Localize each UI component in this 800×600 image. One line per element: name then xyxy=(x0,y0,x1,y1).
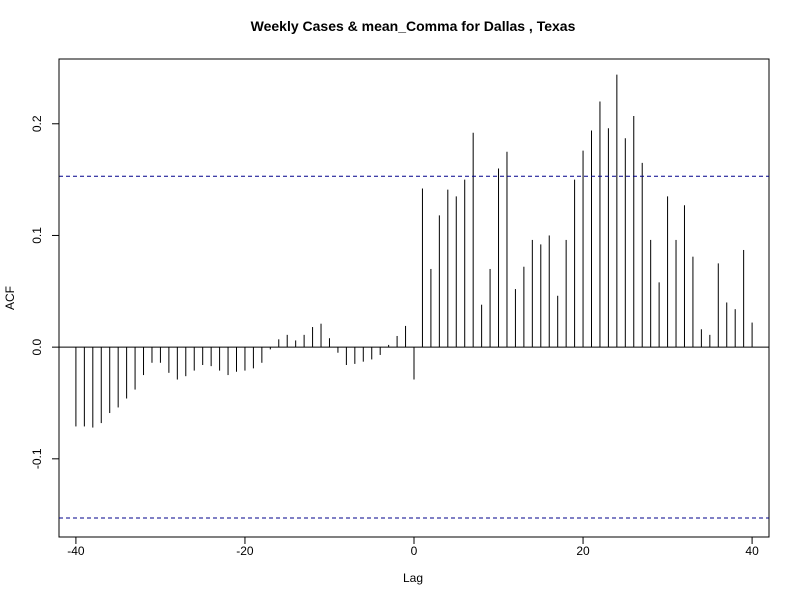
y-tick-label: 0.0 xyxy=(30,338,44,355)
x-axis: -40 -20 0 20 40 xyxy=(67,536,759,558)
x-tick-label: 40 xyxy=(745,544,759,558)
y-axis-label: ACF xyxy=(3,286,17,310)
x-tick-label: -20 xyxy=(236,544,254,558)
y-tick-label: 0.2 xyxy=(30,115,44,132)
x-tick-label: 20 xyxy=(576,544,590,558)
y-tick-label: -0.1 xyxy=(30,448,44,469)
plot-frame xyxy=(58,58,770,538)
x-tick-label: -40 xyxy=(67,544,85,558)
y-tick-label: 0.1 xyxy=(30,227,44,244)
y-axis: -0.1 0.0 0.1 0.2 xyxy=(30,115,60,469)
x-axis-label: Lag xyxy=(403,571,423,585)
acf-bars xyxy=(75,74,753,428)
x-tick-label: 0 xyxy=(411,544,418,558)
chart-title: Weekly Cases & mean_Comma for Dallas , T… xyxy=(251,18,576,34)
